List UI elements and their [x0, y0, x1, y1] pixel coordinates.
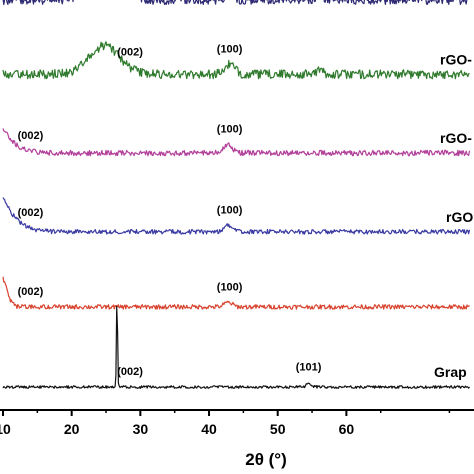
- peak-label: (002): [117, 46, 143, 58]
- peak-label: (100): [217, 282, 243, 294]
- peak-label: (002): [117, 366, 143, 378]
- x-tick-label: 20: [64, 421, 80, 437]
- series-line: [2, 197, 471, 235]
- series-line: [2, 0, 468, 6]
- peak-label: (101): [296, 362, 322, 374]
- peak-label: (002): [18, 286, 44, 298]
- peak-label: (100): [217, 123, 243, 135]
- x-axis-ticks: 10 20 30 40 50 60: [0, 410, 451, 437]
- series-line: [2, 276, 470, 310]
- series-line: [2, 41, 470, 80]
- peak-label: (002): [18, 207, 44, 219]
- series-label: rGO: [446, 209, 473, 225]
- series-line: [2, 128, 471, 157]
- x-tick-label: 10: [0, 421, 11, 437]
- x-tick-label: 60: [339, 421, 355, 437]
- peak-label: (100): [217, 204, 243, 216]
- series-line: [2, 305, 470, 389]
- x-tick-label: 40: [201, 421, 217, 437]
- series-label: rGO-: [440, 51, 472, 67]
- peak-annotations: (002) (100) (002) (100) (002) (100) (002) (100)…: [18, 43, 322, 378]
- x-tick-label: 30: [133, 421, 149, 437]
- peak-label: (100): [217, 43, 243, 55]
- x-axis-title: 2θ (°): [245, 450, 287, 469]
- series-layer: [2, 0, 471, 389]
- peak-label: (002): [18, 130, 44, 142]
- series-label: rGO-: [440, 130, 472, 146]
- series-label: Grap: [434, 364, 467, 380]
- x-tick-label: 50: [270, 421, 286, 437]
